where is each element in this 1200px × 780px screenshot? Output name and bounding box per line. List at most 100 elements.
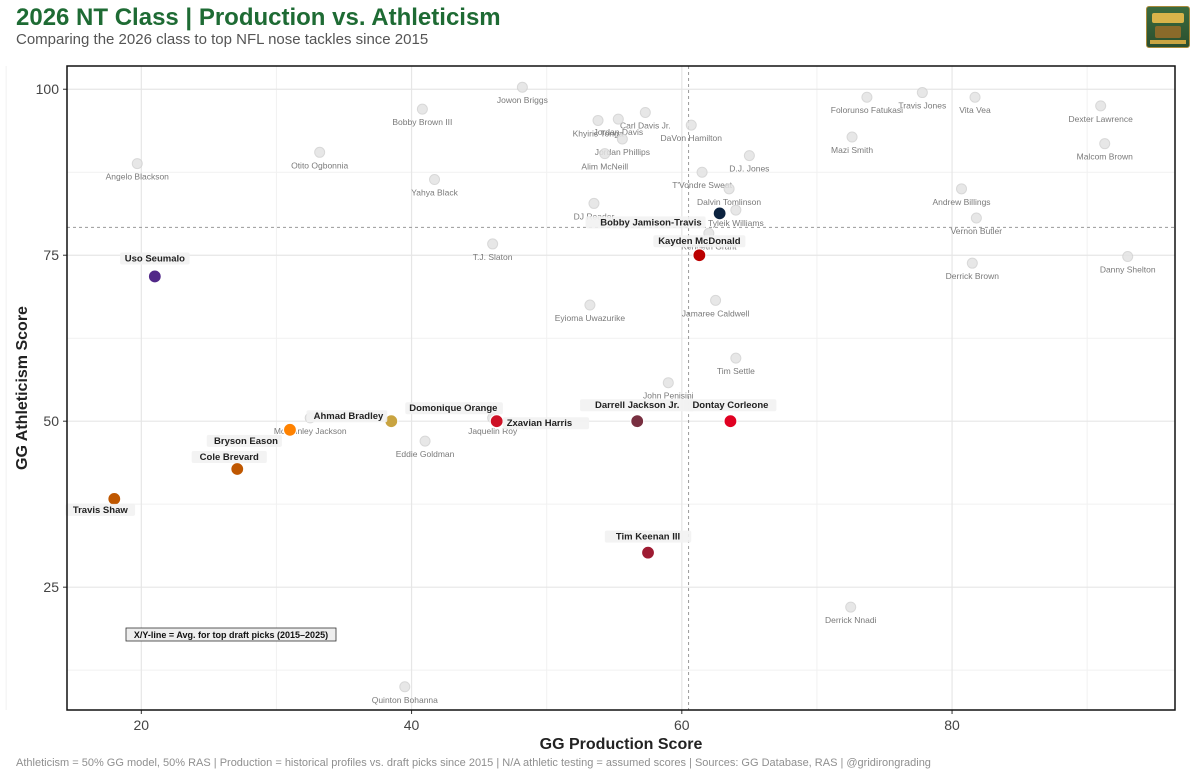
class-player-point [712, 206, 727, 221]
class-player-label: Cole Brevard [200, 452, 259, 463]
annotation-text: X/Y-line = Avg. for top draft picks (201… [134, 630, 328, 640]
nfl-player-point [487, 238, 499, 250]
nfl-player-point [131, 158, 143, 170]
class-player-label: Kayden McDonald [658, 236, 741, 247]
nfl-player-point [710, 294, 722, 306]
class-player-point [230, 461, 245, 477]
nfl-player-label: Yahya Black [411, 188, 458, 198]
nfl-player-point [685, 119, 697, 131]
class-player-label: Darrell Jackson Jr. [595, 400, 680, 411]
footer-note: Athleticism = 50% GG model, 50% RAS | Pr… [16, 757, 931, 769]
nfl-player-point [416, 103, 428, 115]
nfl-player-label: John Penisini [643, 391, 694, 401]
nfl-player-point [662, 377, 674, 389]
nfl-player-label: Khyiris Tonga [573, 128, 624, 138]
nfl-player-label: Carl Davis Jr. [620, 120, 671, 130]
nfl-player-label: Jamaree Caldwell [682, 308, 750, 318]
class-player-label-bg [653, 235, 746, 248]
plot-border [66, 65, 1176, 711]
nfl-player-point [516, 81, 528, 93]
nfl-player-point [1099, 138, 1111, 150]
y-tick-label: 75 [43, 247, 59, 263]
y-axis-title: GG Athleticism Score [14, 306, 31, 470]
nfl-player-label: Vernon Butler [951, 226, 1003, 236]
class-player-label: Ahmad Bradley [314, 411, 384, 422]
nfl-player-label: Mazi Smith [831, 145, 873, 155]
nfl-player-label: Eyioma Uwazurike [555, 313, 626, 323]
class-player-point [147, 269, 162, 284]
nfl-player-label: Dalvin Tomlinson [697, 197, 761, 207]
nfl-player-label: Derrick Brown [946, 271, 1000, 281]
nfl-player-point [730, 352, 742, 364]
class-player-point [282, 422, 298, 437]
nfl-player-label: Dexter Lawrence [1069, 114, 1134, 124]
annotation-box [125, 627, 337, 642]
class-player-point [107, 491, 122, 506]
nfl-player-point [916, 87, 928, 99]
nfl-player-label: D.J. Jones [729, 164, 769, 174]
nfl-player-point [723, 183, 735, 195]
class-player-point [640, 545, 656, 560]
nfl-player-point [730, 204, 742, 216]
class-player-label: Domonique Orange [409, 403, 497, 414]
nfl-player-label: DaVon Hamilton [661, 133, 723, 143]
y-tick-label: 25 [43, 579, 59, 595]
nfl-player-point [429, 174, 441, 186]
nfl-player-label: Jordan Davis [593, 127, 643, 137]
nfl-player-point [584, 299, 596, 311]
class-player-label: Tim Keenan III [616, 532, 680, 543]
class-player-label: Travis Shaw [73, 505, 129, 516]
nfl-player-point [966, 257, 978, 269]
nfl-player-point [639, 106, 651, 118]
nfl-player-label: Tim Settle [717, 366, 755, 376]
nfl-player-label: Jaquelin Roy [468, 426, 518, 436]
nfl-player-label: Malcom Brown [1077, 152, 1133, 162]
chart-subtitle: Comparing the 2026 class to top NFL nose… [16, 31, 429, 48]
nfl-player-point [399, 681, 411, 693]
nfl-player-label: Travis Jones [898, 101, 946, 111]
nfl-player-label: Danny Shelton [1100, 265, 1156, 275]
class-player-label-bg [585, 216, 706, 229]
nfl-player-label: Jordan Phillips [595, 147, 650, 157]
nfl-player-point [861, 91, 873, 103]
nfl-player-point [845, 601, 857, 613]
nfl-player-label: Folorunso Fatukasi [831, 105, 903, 115]
chart-title: 2026 NT Class | Production vs. Athletici… [16, 4, 501, 31]
class-player-label-bg [502, 417, 590, 430]
class-player-label: Bryson Eason [214, 436, 278, 447]
nfl-player-point [1095, 100, 1107, 112]
y-tick-label: 100 [36, 81, 60, 97]
class-player-point [723, 414, 738, 429]
nfl-player-label: Andrew Billings [932, 197, 990, 207]
nfl-player-point [588, 197, 600, 209]
brand-logo-icon [1146, 6, 1190, 48]
nfl-player-label: Tyleik Williams [708, 218, 764, 228]
class-player-point [489, 414, 504, 429]
class-player-label-bg [65, 503, 136, 516]
x-tick-label: 60 [674, 717, 690, 733]
nfl-player-point [1122, 251, 1134, 263]
class-player-label: Dontay Corleone [692, 400, 768, 411]
nfl-player-point [956, 183, 968, 195]
nfl-player-point [314, 146, 326, 158]
nfl-player-point [612, 113, 624, 125]
nfl-player-label: Bobby Brown III [392, 117, 452, 127]
class-player-label-bg [684, 399, 777, 412]
class-player-label-bg [206, 434, 282, 447]
class-player-label: Bobby Jamison-Travis [600, 217, 701, 228]
nfl-player-point [969, 91, 981, 103]
x-tick-label: 80 [944, 717, 960, 733]
nfl-player-label: T'Vondre Sweat [672, 180, 732, 190]
nfl-player-label: T.J. Slaton [473, 252, 513, 262]
x-axis-title: GG Production Score [540, 736, 703, 753]
nfl-player-point [970, 212, 982, 224]
class-player-label-bg [306, 410, 388, 423]
class-player-label-bg [405, 402, 503, 415]
nfl-player-point [743, 150, 755, 162]
nfl-player-label: Eddie Goldman [396, 449, 455, 459]
nfl-player-label: Quinton Bohanna [372, 695, 438, 705]
class-player-point [630, 414, 645, 429]
nfl-player-point [696, 166, 708, 178]
nfl-player-label: Angelo Blackson [106, 172, 170, 182]
y-tick-label: 50 [43, 413, 59, 429]
